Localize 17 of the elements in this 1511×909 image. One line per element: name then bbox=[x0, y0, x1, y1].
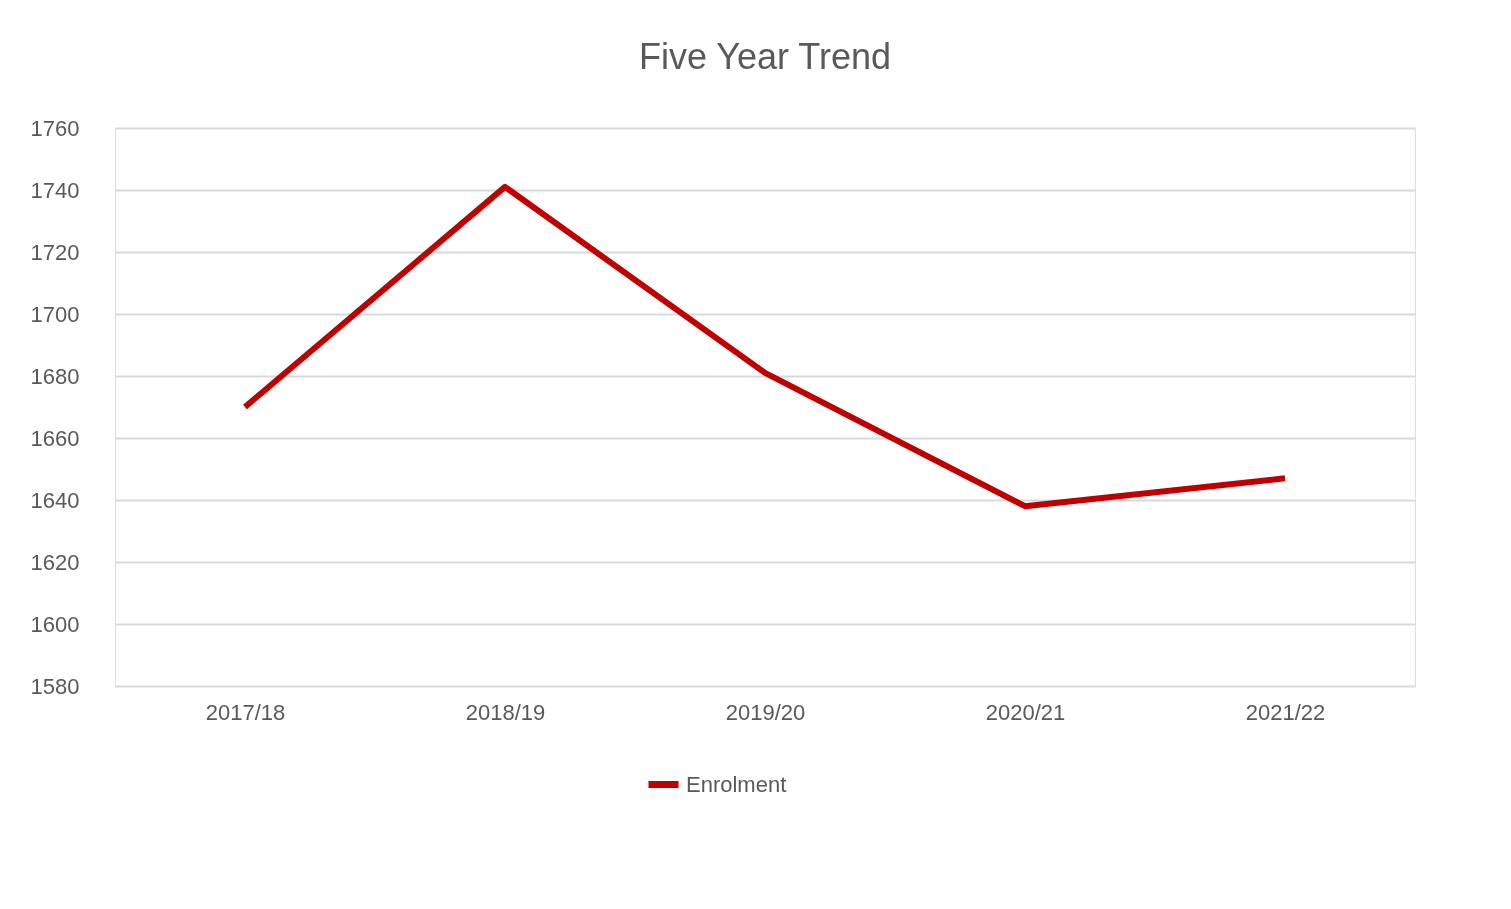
y-tick-label: 1640 bbox=[30, 487, 80, 513]
x-tick-label: 2017/18 bbox=[205, 699, 286, 725]
legend-label: Enrolment bbox=[686, 771, 787, 797]
x-tick-label: 2021/22 bbox=[1245, 699, 1326, 725]
y-tick-label: 1600 bbox=[30, 611, 80, 637]
x-tick-label: 2019/20 bbox=[725, 699, 806, 725]
y-tick-label: 1720 bbox=[30, 239, 80, 265]
x-tick-label: 2020/21 bbox=[985, 699, 1066, 725]
x-tick-label: 2018/19 bbox=[465, 699, 546, 725]
y-tick-label: 1700 bbox=[30, 301, 80, 327]
y-tick-label: 1680 bbox=[30, 363, 80, 389]
y-tick-label: 1760 bbox=[30, 115, 80, 141]
chart-title: Five Year Trend bbox=[638, 36, 892, 77]
y-tick-label: 1740 bbox=[30, 177, 80, 203]
y-tick-label: 1660 bbox=[30, 425, 80, 451]
y-tick-label: 1580 bbox=[30, 673, 80, 699]
y-tick-label: 1620 bbox=[30, 549, 80, 575]
